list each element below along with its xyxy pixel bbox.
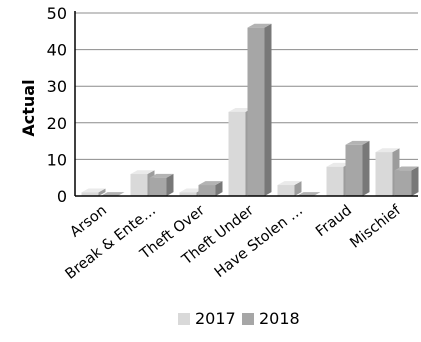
x-tick-label: Have Stolen … [212,203,306,281]
legend-item: 2017 [178,309,236,328]
x-tick-label: Break & Ente… [63,203,159,283]
legend-label: 2017 [195,309,236,328]
bar-2018 [345,140,370,196]
y-tick-label: 30 [47,77,67,96]
bar-2018 [149,173,174,196]
bar-2018 [198,181,223,196]
bar-2018 [247,23,272,196]
y-tick-label: 50 [47,4,67,23]
y-axis-label: Actual [19,79,38,136]
y-tick-label: 10 [47,150,67,169]
x-tick-label: Arson [67,203,110,241]
legend: 2017 2018 [178,309,300,328]
legend-item: 2018 [242,309,300,328]
y-tick-label: 40 [47,41,67,60]
legend-swatch [178,313,190,325]
y-tick-labels: 0 10 20 30 40 50 [47,4,67,206]
bar-2017 [277,181,302,196]
x-tick-label: Mischief [347,202,404,252]
y-tick-label: 20 [47,114,67,133]
bar-2017 [81,188,106,196]
axes [74,11,418,197]
legend-swatch [242,313,254,325]
x-tick-label: Fraud [313,203,355,241]
bars [81,23,419,197]
legend-label: 2018 [259,309,300,328]
y-tick-label: 0 [57,187,67,206]
bar-2018 [394,166,419,196]
